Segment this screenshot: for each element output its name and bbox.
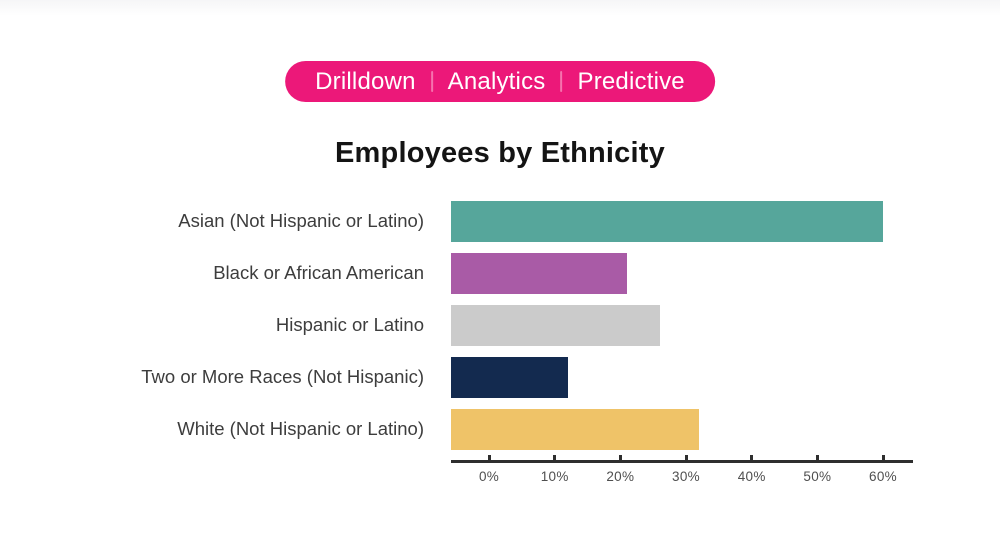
badge-word-drilldown: Drilldown <box>315 67 416 95</box>
bar-row: Hispanic or Latino <box>0 299 913 351</box>
chart-title: Employees by Ethnicity <box>335 137 665 169</box>
brand-badge: Drilldown Analytics Predictive <box>285 61 715 102</box>
x-axis-tick <box>684 455 688 463</box>
x-axis-tick <box>815 455 819 463</box>
x-axis-tick-label: 20% <box>606 469 635 484</box>
category-label: White (Not Hispanic or Latino) <box>177 418 424 439</box>
bar[interactable] <box>451 200 883 242</box>
category-label: Asian (Not Hispanic or Latino) <box>178 210 424 231</box>
x-axis: 0% 10% 20% 30% 40% 50% 60% <box>451 451 913 491</box>
bar-row: White (Not Hispanic or Latino) <box>0 403 913 455</box>
badge-word-predictive: Predictive <box>577 67 685 95</box>
x-axis-tick-label: 50% <box>803 469 832 484</box>
bar[interactable] <box>451 252 627 294</box>
category-label: Hispanic or Latino <box>275 314 424 335</box>
x-axis-line <box>451 460 913 463</box>
bar-row: Black or African American <box>0 247 913 299</box>
x-axis-tick-label: 0% <box>478 469 500 484</box>
badge-separator <box>560 71 563 92</box>
category-label: Black or African American <box>213 262 424 283</box>
page-top-strip <box>0 0 1000 16</box>
badge-word-analytics: Analytics <box>447 67 546 95</box>
badge-separator <box>430 71 433 92</box>
bar[interactable] <box>451 408 700 450</box>
x-axis-tick-label: 30% <box>672 469 700 484</box>
x-axis-tick <box>487 455 491 463</box>
category-label: Two or More Races (Not Hispanic) <box>141 366 424 387</box>
bar-row: Asian (Not Hispanic or Latino) <box>0 195 913 247</box>
bar-row: Two or More Races (Not Hispanic) <box>0 351 913 403</box>
x-axis-tick <box>750 455 754 463</box>
x-axis-tick-label: 10% <box>540 469 569 484</box>
x-axis-tick <box>553 455 557 463</box>
x-axis-tick <box>618 455 622 463</box>
bar[interactable] <box>451 304 660 346</box>
x-axis-tick <box>881 455 885 463</box>
bar-rows: Asian (Not Hispanic or Latino) Black or … <box>0 195 913 455</box>
x-axis-tick-label: 60% <box>869 469 897 484</box>
x-axis-tick-label: 40% <box>737 469 766 484</box>
bar[interactable] <box>451 356 568 398</box>
